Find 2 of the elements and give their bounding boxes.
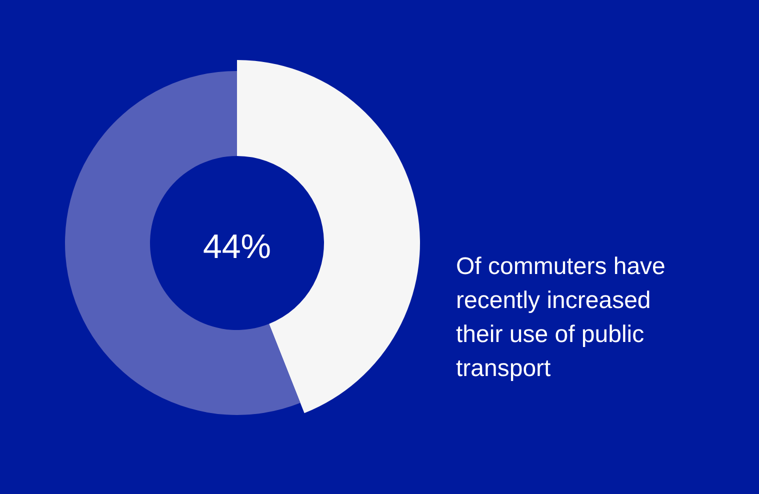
text: Of commuters have recently increased their use of public transport — [456, 253, 666, 382]
text: 44% — [202, 228, 272, 266]
